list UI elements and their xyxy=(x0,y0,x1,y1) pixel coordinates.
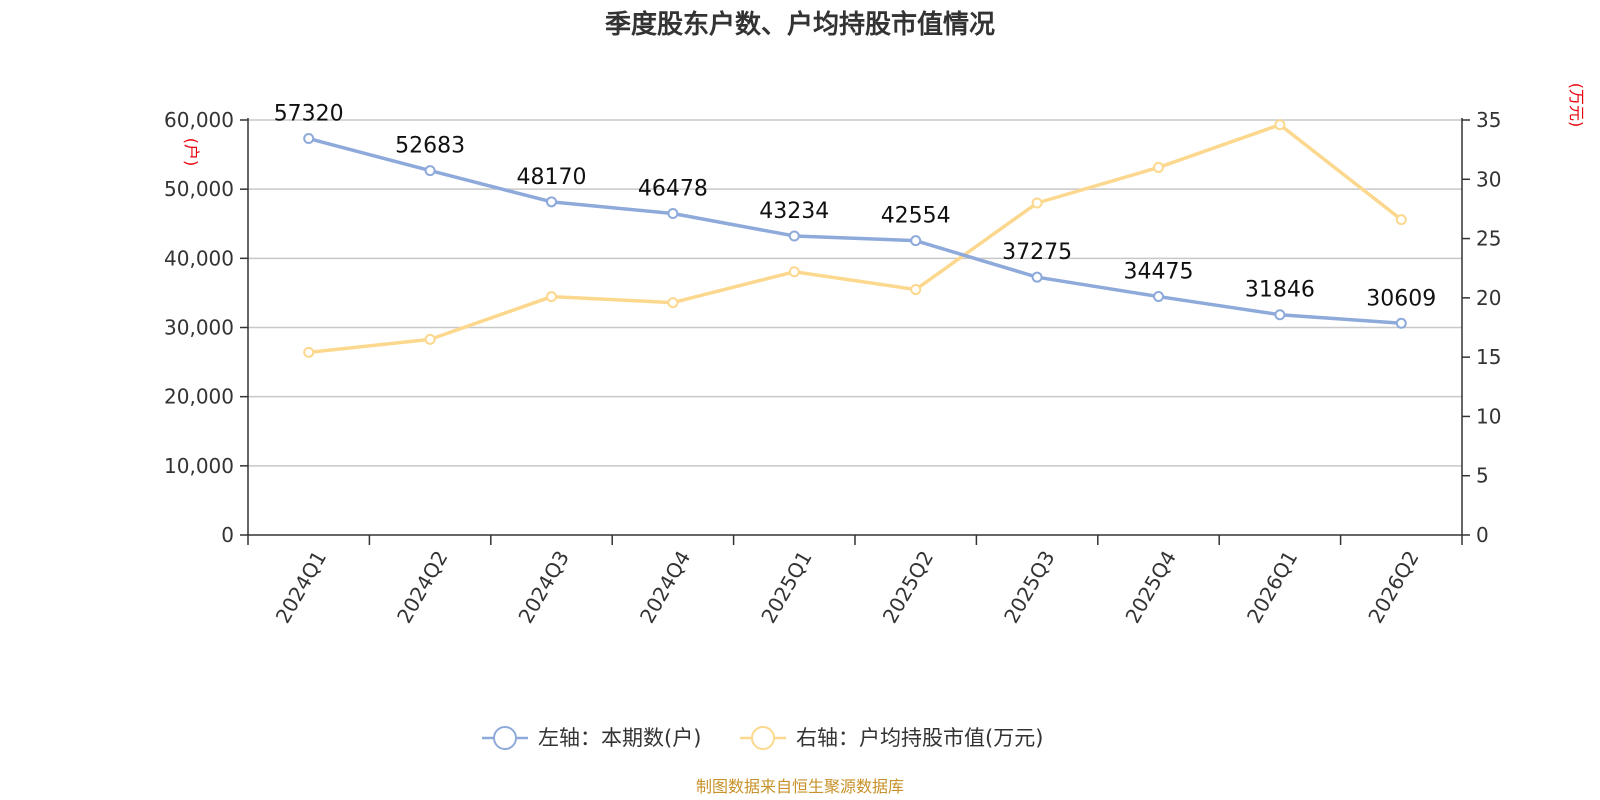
left-tick-label: 40,000 xyxy=(164,246,234,270)
data-point xyxy=(1395,214,1407,226)
data-point xyxy=(1395,317,1407,329)
right-tick-label: 25 xyxy=(1476,227,1501,251)
right-axis-ticks: 0 5 10 15 20 25 30 35 xyxy=(1462,108,1501,547)
data-label: 34475 xyxy=(1124,260,1194,285)
right-tick-label: 15 xyxy=(1476,345,1501,369)
data-point xyxy=(546,291,557,303)
source-note: 制图数据来自恒生聚源数据库 xyxy=(696,777,904,796)
data-label: 37275 xyxy=(1002,240,1072,265)
x-tick-label: 2024Q1 xyxy=(271,547,331,628)
data-label: 46478 xyxy=(638,177,708,202)
data-label: 31846 xyxy=(1245,278,1315,303)
x-tick-label: 2025Q1 xyxy=(756,547,816,628)
left-axis-ticks: 0 10,000 20,000 30,000 40,000 50,000 60,000 xyxy=(164,108,248,547)
left-axis-unit: (户) xyxy=(182,138,201,167)
right-tick-label: 10 xyxy=(1476,404,1501,428)
data-point xyxy=(1274,119,1286,131)
data-label: 43234 xyxy=(759,199,829,224)
data-label: 52683 xyxy=(395,134,465,159)
data-label: 57320 xyxy=(274,102,344,127)
x-tick-label: 2024Q2 xyxy=(392,547,452,628)
legend-label: 左轴：本期数(户) xyxy=(538,726,701,750)
data-point xyxy=(1153,291,1164,303)
x-tick-label: 2025Q2 xyxy=(878,547,938,628)
legend[interactable]: 左轴：本期数(户) 右轴：户均持股市值(万元) xyxy=(482,726,1043,750)
data-point xyxy=(303,133,315,145)
legend-item-0[interactable]: 左轴：本期数(户) xyxy=(482,726,701,750)
axes xyxy=(247,118,1463,536)
data-point xyxy=(910,235,922,247)
data-label: 42554 xyxy=(881,204,951,229)
data-label: 30609 xyxy=(1366,286,1436,311)
right-axis-unit: (万元) xyxy=(1567,83,1586,128)
data-point xyxy=(424,165,436,177)
left-tick-label: 0 xyxy=(221,523,234,547)
right-tick-label: 30 xyxy=(1476,167,1501,191)
x-tick-label: 2024Q4 xyxy=(635,547,695,628)
series-1 xyxy=(303,119,1407,358)
data-point xyxy=(303,346,315,358)
left-tick-label: 10,000 xyxy=(164,454,234,478)
data-point xyxy=(667,208,679,220)
data-point xyxy=(1153,161,1164,173)
data-point xyxy=(546,196,557,208)
x-tick-label: 2026Q1 xyxy=(1242,547,1302,628)
legend-marker xyxy=(751,726,775,750)
x-tick-label: 2025Q3 xyxy=(999,547,1059,628)
grid-lines xyxy=(248,119,1462,467)
x-tick-label: 2025Q4 xyxy=(1120,547,1180,628)
data-point xyxy=(1274,309,1286,321)
series-0: 57320 52683 48170 46478 43234 42554 37275 34475… xyxy=(274,102,1436,329)
series-line xyxy=(308,122,1403,355)
right-tick-label: 20 xyxy=(1476,286,1501,310)
data-point xyxy=(424,333,436,345)
legend-label: 右轴：户均持股市值(万元) xyxy=(796,726,1043,750)
series-line xyxy=(308,136,1402,326)
data-point xyxy=(788,230,800,242)
x-tick-label: 2026Q2 xyxy=(1363,547,1423,628)
x-tick-label: 2024Q3 xyxy=(513,547,573,628)
x-axis-ticks: 2024Q1 2024Q2 2024Q3 2024Q4 2025Q1 2025Q2 2025… xyxy=(247,535,1463,628)
left-tick-label: 30,000 xyxy=(164,316,234,340)
legend-marker xyxy=(493,726,517,750)
data-label: 48170 xyxy=(517,165,587,190)
legend-item-1[interactable]: 右轴：户均持股市值(万元) xyxy=(740,726,1043,750)
data-point xyxy=(1031,197,1043,209)
left-tick-label: 50,000 xyxy=(164,177,234,201)
data-point xyxy=(667,297,679,309)
data-point xyxy=(788,266,800,278)
right-tick-label: 35 xyxy=(1476,108,1501,132)
data-point xyxy=(910,284,922,296)
series-layer: 57320 52683 48170 46478 43234 42554 37275 34475… xyxy=(274,102,1436,358)
chart-title: 季度股东户数、户均持股市值情况 xyxy=(605,9,995,40)
right-tick-label: 5 xyxy=(1476,464,1489,488)
left-tick-label: 60,000 xyxy=(164,108,234,132)
data-point xyxy=(1031,271,1043,283)
left-tick-label: 20,000 xyxy=(164,385,234,409)
right-tick-label: 0 xyxy=(1476,523,1489,547)
